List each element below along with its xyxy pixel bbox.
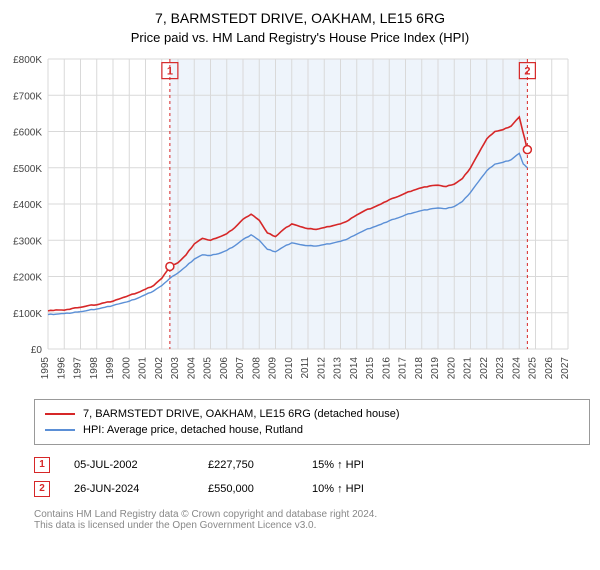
transaction-date: 05-JUL-2002	[74, 459, 184, 471]
svg-text:2015: 2015	[365, 357, 376, 380]
svg-text:£0: £0	[31, 345, 43, 356]
attribution-footnote: Contains HM Land Registry data © Crown c…	[34, 509, 590, 531]
svg-text:2022: 2022	[479, 357, 490, 380]
svg-text:2003: 2003	[170, 357, 181, 380]
svg-text:2020: 2020	[446, 357, 457, 380]
svg-text:£700K: £700K	[13, 91, 42, 102]
legend-swatch	[45, 413, 75, 415]
svg-text:1998: 1998	[89, 357, 100, 380]
legend-box: 7, BARMSTEDT DRIVE, OAKHAM, LE15 6RG (de…	[34, 399, 590, 445]
svg-text:2000: 2000	[121, 357, 132, 380]
transaction-marker: 1	[34, 457, 50, 473]
svg-text:£800K: £800K	[13, 55, 42, 66]
svg-text:2026: 2026	[544, 357, 555, 380]
svg-text:2007: 2007	[235, 357, 246, 380]
svg-text:2018: 2018	[414, 357, 425, 380]
svg-text:2002: 2002	[154, 357, 165, 380]
svg-text:2014: 2014	[349, 357, 360, 380]
legend-label: 7, BARMSTEDT DRIVE, OAKHAM, LE15 6RG (de…	[83, 408, 399, 420]
svg-text:2008: 2008	[251, 357, 262, 380]
svg-text:2006: 2006	[219, 357, 230, 380]
transaction-date: 26-JUN-2024	[74, 483, 184, 495]
chart-subtitle: Price paid vs. HM Land Registry's House …	[0, 30, 600, 45]
svg-text:2024: 2024	[511, 357, 522, 380]
price-chart: £0 £100K £200K £300K £400K £500K £600K £700K £80…	[0, 53, 580, 393]
svg-text:2019: 2019	[430, 357, 441, 380]
svg-text:1995: 1995	[40, 357, 51, 380]
svg-text:2023: 2023	[495, 357, 506, 380]
transaction-change: 15% ↑ HPI	[312, 459, 364, 471]
legend-label: HPI: Average price, detached house, Rutl…	[83, 424, 303, 436]
svg-text:£600K: £600K	[13, 128, 42, 139]
chart-title: 7, BARMSTEDT DRIVE, OAKHAM, LE15 6RG	[0, 10, 600, 26]
svg-text:2009: 2009	[268, 357, 279, 380]
svg-text:2016: 2016	[381, 357, 392, 380]
legend-swatch	[45, 429, 75, 431]
svg-text:1999: 1999	[105, 357, 116, 380]
svg-text:1997: 1997	[73, 357, 84, 380]
transaction-price: £550,000	[208, 483, 288, 495]
svg-text:2013: 2013	[333, 357, 344, 380]
svg-text:2001: 2001	[138, 357, 149, 380]
legend-item: HPI: Average price, detached house, Rutl…	[45, 422, 579, 438]
svg-text:£200K: £200K	[13, 273, 42, 284]
legend-item: 7, BARMSTEDT DRIVE, OAKHAM, LE15 6RG (de…	[45, 406, 579, 422]
svg-text:2021: 2021	[463, 357, 474, 380]
svg-text:1: 1	[167, 66, 173, 78]
svg-text:2004: 2004	[186, 357, 197, 380]
svg-text:2012: 2012	[316, 357, 327, 380]
svg-text:2027: 2027	[560, 357, 571, 380]
transaction-row: 1 05-JUL-2002 £227,750 15% ↑ HPI	[34, 453, 590, 477]
svg-text:£100K: £100K	[13, 309, 42, 320]
footnote-line-1: Contains HM Land Registry data © Crown c…	[34, 509, 590, 520]
svg-text:1996: 1996	[56, 357, 67, 380]
svg-text:2010: 2010	[284, 357, 295, 380]
svg-text:£300K: £300K	[13, 236, 42, 247]
transaction-price: £227,750	[208, 459, 288, 471]
svg-text:£400K: £400K	[13, 200, 42, 211]
transaction-row: 2 26-JUN-2024 £550,000 10% ↑ HPI	[34, 477, 590, 501]
transaction-change: 10% ↑ HPI	[312, 483, 364, 495]
transaction-table: 1 05-JUL-2002 £227,750 15% ↑ HPI 2 26-JUN-202…	[34, 453, 590, 501]
svg-text:2005: 2005	[203, 357, 214, 380]
svg-text:£500K: £500K	[13, 164, 42, 175]
svg-text:2025: 2025	[528, 357, 539, 380]
svg-text:2017: 2017	[398, 357, 409, 380]
svg-text:2: 2	[524, 66, 530, 78]
footnote-line-2: This data is licensed under the Open Gov…	[34, 520, 590, 531]
transaction-marker: 2	[34, 481, 50, 497]
svg-text:2011: 2011	[300, 357, 311, 379]
